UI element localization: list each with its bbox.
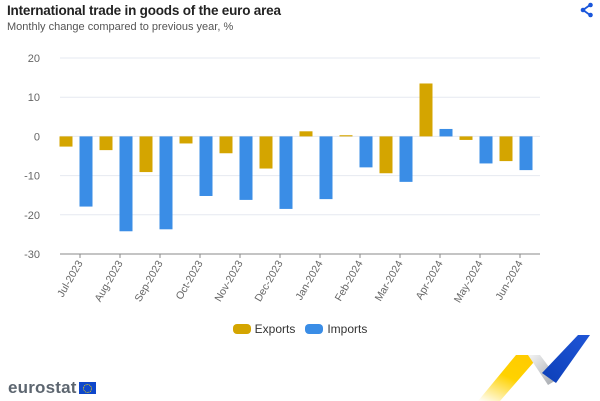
- legend-label-imports: Imports: [327, 322, 368, 336]
- bar-imports: [479, 136, 493, 164]
- bar-exports: [139, 136, 153, 173]
- bar-imports: [279, 136, 293, 209]
- decorative-ribbon-icon: [478, 335, 590, 401]
- y-tick-label: -30: [24, 249, 40, 261]
- x-tick-label: Sep-2023: [132, 258, 165, 304]
- bar-imports: [439, 128, 453, 137]
- bar-imports: [519, 136, 533, 171]
- x-tick-label: Apr-2024: [414, 258, 446, 302]
- x-tick-label: Oct-2023: [174, 258, 206, 302]
- logo-text: eurostat: [8, 378, 77, 397]
- bar-chart: 20 10 0 -10 -20 -30 Jul-2023 Aug-2023 Sep-2023 Oc…: [24, 53, 540, 305]
- bar-exports: [299, 131, 313, 137]
- x-tick-label: Jan-2024: [293, 258, 325, 302]
- bar-imports: [159, 136, 173, 230]
- eurostat-logo[interactable]: eurostat: [8, 378, 96, 398]
- bar-exports: [459, 136, 473, 140]
- legend-item-exports[interactable]: Exports: [232, 322, 296, 336]
- bar-exports: [339, 135, 353, 137]
- x-tick-label: Nov-2023: [212, 258, 245, 304]
- bar-exports: [379, 136, 393, 174]
- bar-imports: [319, 136, 333, 200]
- x-tick-label: Jul-2023: [55, 258, 86, 299]
- legend-swatch-imports: [305, 324, 324, 334]
- x-tick-label: Aug-2023: [92, 258, 125, 304]
- share-icon[interactable]: [580, 2, 594, 18]
- x-tick-label: Mar-2024: [373, 258, 406, 303]
- x-tick-label: Jun-2024: [493, 258, 525, 302]
- legend-label-exports: Exports: [254, 322, 296, 336]
- legend: Exports Imports: [0, 322, 600, 336]
- y-tick-label: 0: [34, 131, 40, 143]
- bar-exports: [419, 83, 433, 137]
- y-tick-label: 10: [28, 92, 40, 104]
- bar-exports: [59, 136, 73, 147]
- bar-imports: [399, 136, 413, 182]
- y-tick-label: 20: [28, 53, 40, 65]
- bar-imports: [79, 136, 93, 207]
- bar-imports: [239, 136, 253, 200]
- eu-flag-icon: [78, 382, 96, 394]
- legend-swatch-exports: [232, 324, 251, 334]
- bar-imports: [199, 136, 213, 196]
- x-tick-label: Feb-2024: [333, 258, 366, 303]
- bar-exports: [99, 136, 113, 151]
- bar-imports: [359, 136, 373, 168]
- x-tick-label: May-2024: [452, 258, 486, 305]
- bar-exports: [179, 136, 193, 144]
- chart-title: International trade in goods of the euro…: [7, 3, 281, 18]
- y-tick-label: -20: [24, 210, 40, 222]
- bar-exports: [259, 136, 273, 169]
- chart-subtitle: Monthly change compared to previous year…: [7, 21, 234, 33]
- bar-imports: [119, 136, 133, 232]
- y-tick-label: -10: [24, 171, 40, 183]
- x-tick-label: Dec-2023: [252, 258, 285, 304]
- legend-item-imports[interactable]: Imports: [305, 322, 367, 336]
- bar-exports: [499, 136, 513, 162]
- bar-exports: [219, 136, 233, 154]
